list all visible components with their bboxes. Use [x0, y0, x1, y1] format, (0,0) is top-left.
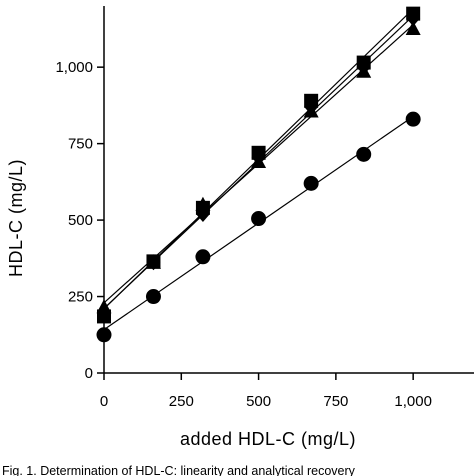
y-axis-title: HDL-C (mg/L)	[6, 159, 26, 277]
data-point-square	[97, 309, 111, 324]
y-tick-label: 500	[68, 212, 93, 229]
tick-marks	[97, 66, 414, 380]
data-point-circle	[251, 211, 267, 227]
x-tick-label: 0	[100, 393, 108, 410]
figure-caption: Fig. 1. Determination of HDL-C: linearit…	[2, 464, 356, 476]
data-point-circle	[303, 175, 319, 191]
data-point-square	[304, 93, 319, 108]
data-point-triangle	[251, 153, 267, 168]
data-point-square	[356, 55, 371, 70]
tick-labels: 0 250 500 750 1,000 0 250 500 750 1,000	[55, 59, 431, 410]
y-tick-label: 0	[85, 365, 93, 382]
data-point-square	[251, 145, 266, 160]
y-tick-label: 250	[68, 289, 93, 306]
data-point-circle	[195, 249, 211, 265]
data-point-square	[146, 254, 161, 269]
data-point-triangle	[356, 63, 372, 78]
data-point-triangle	[405, 20, 421, 35]
y-tick-label: 1,000	[55, 59, 93, 76]
x-axis-title: added HDL-C (mg/L)	[180, 429, 356, 449]
data-point-circle	[356, 146, 372, 162]
data-point-circle	[96, 327, 112, 343]
series-markers	[96, 6, 421, 343]
data-point-circle	[405, 111, 421, 127]
data-point-square	[195, 200, 210, 215]
data-point-circle	[145, 289, 161, 305]
x-tick-label: 250	[169, 393, 194, 410]
y-tick-label: 750	[68, 136, 93, 153]
axes	[103, 6, 474, 374]
x-tick-label: 1,000	[394, 393, 432, 410]
data-point-triangle	[303, 103, 319, 118]
data-point-square	[406, 6, 421, 21]
x-tick-label: 750	[323, 393, 348, 410]
x-tick-label: 500	[246, 393, 271, 410]
